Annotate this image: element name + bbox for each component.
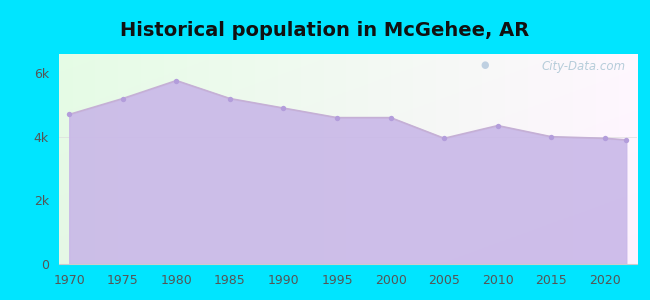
Point (546, 134, 556, 139)
Point (118, 96, 128, 101)
Point (621, 137, 632, 142)
Point (600, 136, 610, 141)
Point (278, 106, 289, 110)
Point (225, 96, 235, 101)
Text: ●: ● (481, 60, 489, 70)
Point (171, 78, 181, 83)
Point (439, 136, 449, 141)
Point (332, 115, 343, 120)
Point (385, 115, 396, 120)
Text: Historical population in McGehee, AR: Historical population in McGehee, AR (120, 21, 530, 40)
Point (64, 112, 74, 117)
Point (493, 123, 503, 128)
Text: City-Data.com: City-Data.com (541, 60, 625, 73)
